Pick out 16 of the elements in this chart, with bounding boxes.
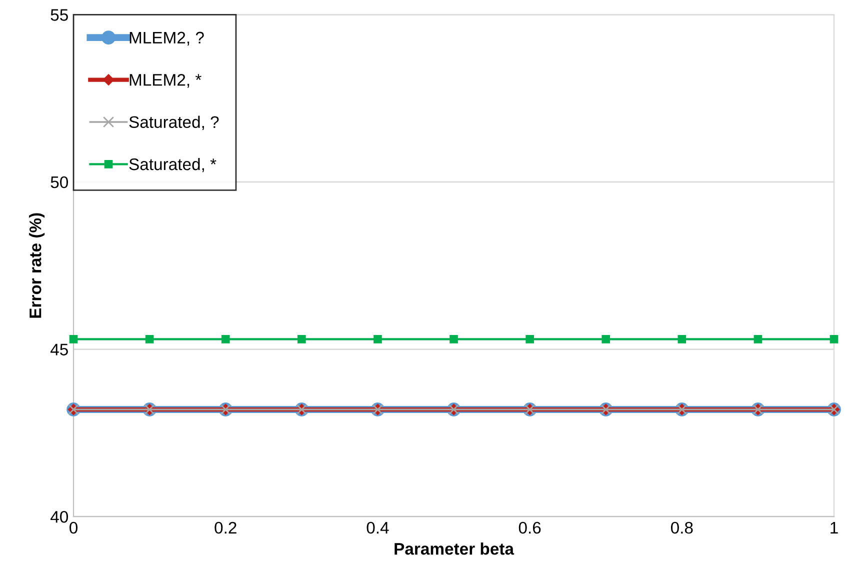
legend-label: MLEM2, * [130,74,202,88]
x-tick-label: 1 [830,522,838,534]
y-axis-title: Error rate (%) [29,213,45,318]
x-tick-label: 0.8 [670,522,693,534]
x-tick-label: 0 [70,522,78,534]
y-tick-label: 40 [50,510,68,523]
x-tick-label: 0.4 [366,522,389,534]
legend-label: Saturated, * [129,158,216,172]
legend-label: Saturated, ? [129,116,219,130]
x-tick-label: 0.2 [214,522,236,534]
y-tick-label: 55 [50,9,68,21]
x-tick-label: 0.6 [518,522,541,534]
y-tick-label: 50 [50,176,68,188]
x-axis-title: Parameter beta [394,542,514,555]
y-tick-label: 45 [50,344,68,356]
legend-label: MLEM2, ? [130,32,204,46]
